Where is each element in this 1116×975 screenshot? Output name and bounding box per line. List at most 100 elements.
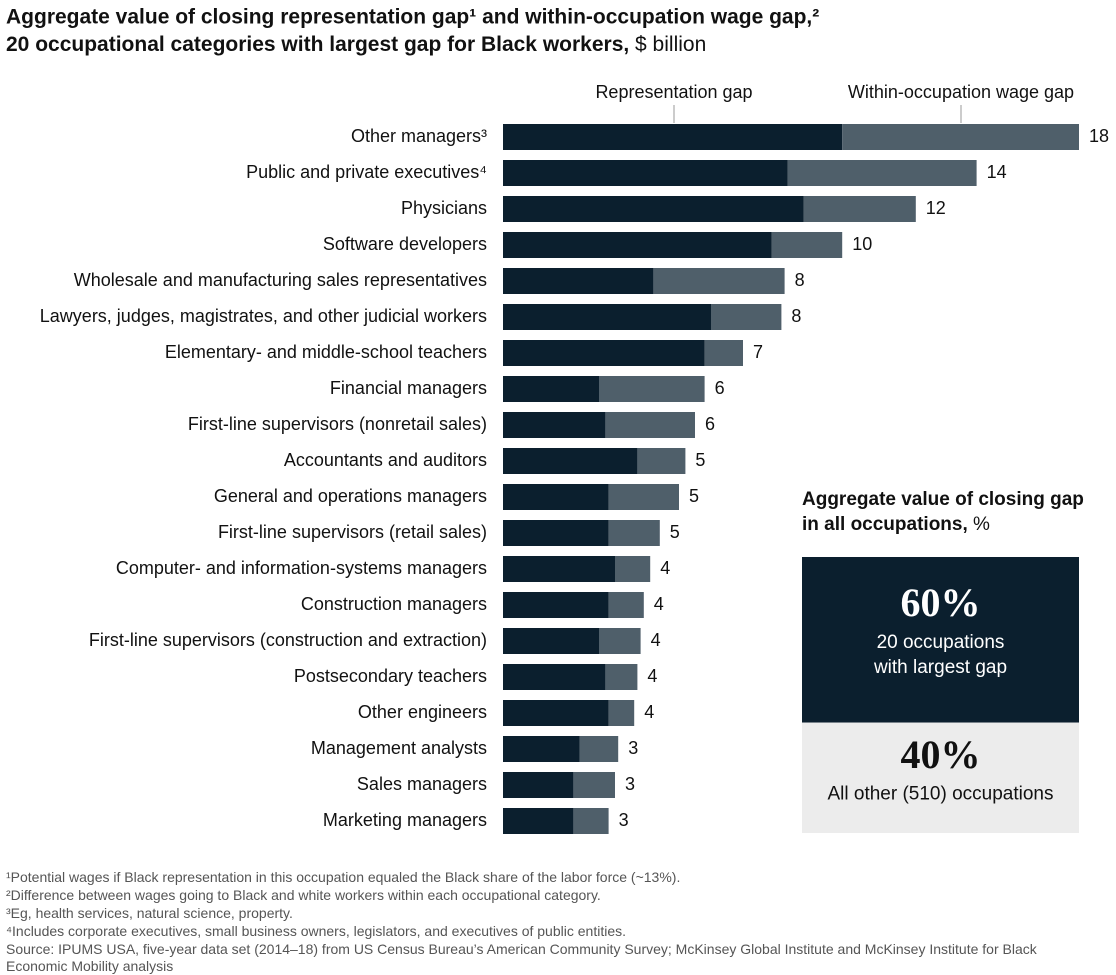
bar-segment <box>615 556 651 582</box>
bar-segment <box>608 592 644 618</box>
total-label: 4 <box>660 558 670 578</box>
total-label: 5 <box>670 522 680 542</box>
total-label: 3 <box>619 810 629 830</box>
bar-segment <box>573 772 615 798</box>
category-label: Marketing managers <box>323 810 487 830</box>
total-label: 18 <box>1089 126 1109 146</box>
bar-segment <box>503 520 609 546</box>
total-label: 4 <box>647 666 657 686</box>
bar-segment <box>579 736 619 762</box>
share-box <box>802 557 1079 723</box>
bar-segment <box>503 196 804 222</box>
category-label: Other engineers <box>358 702 487 722</box>
total-label: 5 <box>695 450 705 470</box>
category-label: General and operations managers <box>214 486 487 506</box>
share-text: with largest gap <box>873 657 1007 678</box>
share-label: 60% <box>901 580 981 625</box>
bar-segment <box>842 124 1079 150</box>
legend-label: Within-occupation wage gap <box>848 82 1074 102</box>
bar-segment <box>503 304 711 330</box>
bar-segment <box>503 412 606 438</box>
total-label: 4 <box>654 594 664 614</box>
bar-segment <box>653 268 785 294</box>
bar-segment <box>503 268 654 294</box>
share-text: All other (510) occupations <box>827 784 1053 805</box>
footnote: ⁴Includes corporate executives, small bu… <box>6 923 626 939</box>
bar-segment <box>503 700 609 726</box>
total-label: 3 <box>625 774 635 794</box>
category-label: Construction managers <box>301 594 487 614</box>
bar-segment <box>503 340 705 366</box>
chart-title: 20 occupational categories with largest … <box>6 33 706 56</box>
legend-label: Representation gap <box>595 82 752 102</box>
bar-segment <box>573 808 609 834</box>
bar-segment <box>503 484 609 510</box>
bar-segment <box>503 736 580 762</box>
bar-segment <box>503 628 599 654</box>
share-text: 20 occupations <box>877 632 1005 653</box>
bar-segment <box>599 628 641 654</box>
chart-title: Aggregate value of closing representatio… <box>6 6 819 29</box>
total-label: 7 <box>753 342 763 362</box>
bar-segment <box>503 592 609 618</box>
bar-segment <box>605 412 695 438</box>
total-label: 10 <box>852 234 872 254</box>
category-label: First-line supervisors (nonretail sales) <box>188 414 487 434</box>
bar-segment <box>608 700 635 726</box>
category-label: Public and private executives⁴ <box>246 162 487 182</box>
inset-title: Aggregate value of closing gap <box>802 489 1084 510</box>
chart-unit: $ billion <box>635 33 706 56</box>
inset-title-line: in all occupations, <box>802 514 973 535</box>
bar-segment <box>787 160 977 186</box>
category-label: Software developers <box>323 234 487 254</box>
bar-segment <box>608 520 660 546</box>
category-label: Accountants and auditors <box>284 450 487 470</box>
bar-segment <box>605 664 638 690</box>
bar-segment <box>503 160 788 186</box>
bar-segment <box>503 808 574 834</box>
category-label: Elementary- and middle-school teachers <box>165 342 487 362</box>
inset-title-line2: in all occupations, % <box>802 514 990 535</box>
category-label: Management analysts <box>311 738 487 758</box>
bar-segment <box>503 772 574 798</box>
category-label: First-line supervisors (retail sales) <box>218 522 487 542</box>
bar-segment <box>503 232 772 258</box>
total-label: 12 <box>926 198 946 218</box>
total-label: 6 <box>705 414 715 434</box>
total-label: 8 <box>791 306 801 326</box>
bar-segment <box>503 664 606 690</box>
category-label: Sales managers <box>357 774 487 794</box>
bar-segment <box>704 340 743 366</box>
bar-segment <box>503 124 843 150</box>
total-label: 4 <box>644 702 654 722</box>
chart-title-line: 20 occupational categories with largest … <box>6 33 629 56</box>
total-label: 8 <box>795 270 805 290</box>
bar-segment <box>608 484 679 510</box>
footnote: ³Eg, health services, natural science, p… <box>6 905 293 921</box>
category-label: First-line supervisors (construction and… <box>89 630 487 650</box>
bar-segment <box>711 304 782 330</box>
footnote: ²Difference between wages going to Black… <box>6 887 601 903</box>
bar-segment <box>599 376 705 402</box>
total-label: 4 <box>651 630 661 650</box>
category-label: Computer- and information-systems manage… <box>116 558 487 578</box>
category-label: Physicians <box>401 198 487 218</box>
footnote: ¹Potential wages if Black representation… <box>6 869 681 885</box>
inset-unit: % <box>973 514 990 535</box>
share-box <box>802 722 1079 833</box>
footnote: Source: IPUMS USA, five-year data set (2… <box>6 941 1037 974</box>
total-label: 5 <box>689 486 699 506</box>
category-label: Postsecondary teachers <box>294 666 487 686</box>
bar-segment <box>771 232 843 258</box>
total-label: 3 <box>628 738 638 758</box>
total-label: 6 <box>715 378 725 398</box>
bar-segment <box>803 196 916 222</box>
inset-title-line: Aggregate value of closing gap <box>802 489 1084 510</box>
bar-segment <box>503 448 638 474</box>
category-label: Financial managers <box>330 378 487 398</box>
category-label: Other managers³ <box>351 126 487 146</box>
share-label: 40% <box>901 732 981 777</box>
category-label: Wholesale and manufacturing sales repres… <box>74 270 487 290</box>
